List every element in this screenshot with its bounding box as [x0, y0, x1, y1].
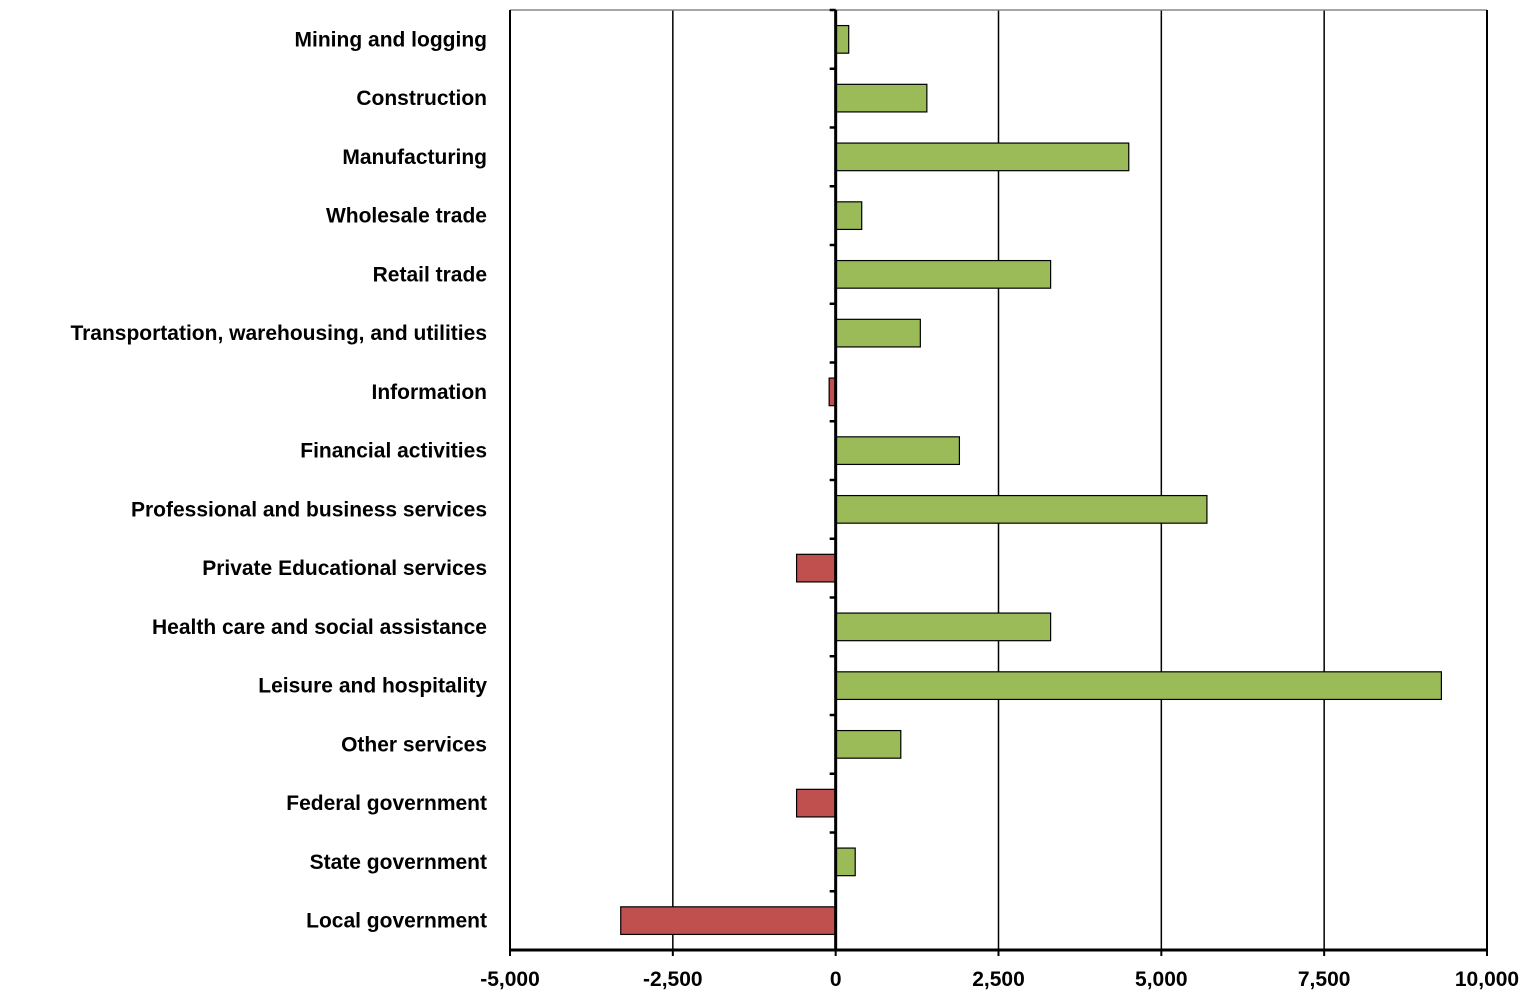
category-label: State government [310, 851, 487, 874]
x-tick-label: 10,000 [1455, 968, 1519, 991]
bars-layer [620, 24, 1443, 936]
category-label: Private Educational services [202, 557, 487, 580]
bar-15 [620, 906, 837, 936]
category-label: Local government [306, 910, 487, 933]
x-tick-label: 7,500 [1298, 968, 1351, 991]
bar-14 [835, 847, 856, 877]
bar-5 [835, 318, 921, 348]
category-label: Wholesale trade [326, 205, 487, 228]
category-label: Professional and business services [131, 498, 487, 521]
category-label: Mining and logging [295, 28, 487, 51]
category-label: Retail trade [373, 263, 487, 286]
bar-3 [835, 201, 863, 231]
bar-1 [835, 83, 928, 113]
bar-13 [795, 788, 837, 818]
category-label: Other services [341, 733, 487, 756]
bar-7 [835, 436, 961, 466]
bar-2 [835, 142, 1130, 172]
bar-8 [835, 494, 1208, 524]
category-label: Federal government [286, 792, 487, 815]
category-label: Financial activities [300, 440, 487, 463]
category-label: Manufacturing [342, 146, 487, 169]
bar-10 [835, 612, 1052, 642]
category-label: Information [372, 381, 488, 404]
category-label: Construction [356, 87, 487, 110]
x-tick-label: 2,500 [972, 968, 1025, 991]
x-tick-label: 0 [830, 968, 842, 991]
x-tick-label: -2,500 [643, 968, 703, 991]
bar-9 [795, 553, 837, 583]
bar-11 [835, 671, 1443, 701]
labels-layer: -5,000 -2,500 0 2,500 5,000 7,500 10,000 Mining… [70, 28, 1519, 991]
category-label: Leisure and hospitality [258, 675, 487, 698]
category-label: Health care and social assistance [152, 616, 487, 639]
x-tick-label: -5,000 [480, 968, 540, 991]
category-label: Transportation, warehousing, and utiliti… [70, 322, 487, 345]
axis-layer [509, 8, 1488, 956]
bar-0 [835, 24, 850, 54]
x-tick-label: 5,000 [1135, 968, 1188, 991]
bar-4 [835, 259, 1052, 289]
bar-12 [835, 729, 902, 759]
